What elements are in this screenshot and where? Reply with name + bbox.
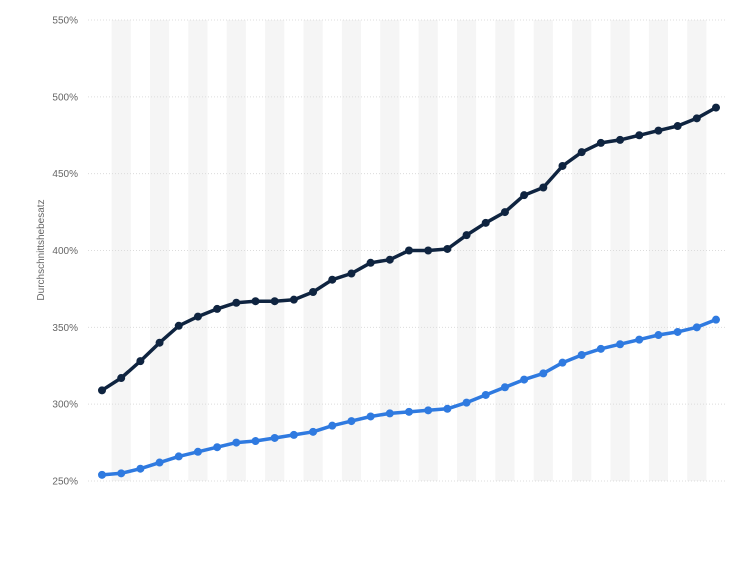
data-point	[424, 406, 433, 415]
column-band	[572, 20, 592, 481]
data-point	[136, 357, 145, 366]
data-point	[500, 208, 509, 217]
data-point	[174, 452, 183, 461]
data-point	[289, 430, 298, 439]
data-point	[443, 244, 452, 253]
data-point	[251, 297, 260, 306]
data-point	[385, 409, 394, 418]
column-band	[341, 20, 362, 481]
data-point	[654, 331, 663, 340]
data-point	[539, 369, 548, 378]
series-group	[98, 103, 720, 479]
data-point	[232, 298, 241, 307]
data-point	[616, 340, 625, 349]
data-point	[596, 138, 605, 147]
data-point	[385, 255, 394, 264]
data-point	[558, 161, 567, 170]
y-axis-title: Durchschnittshebesatz	[36, 199, 47, 300]
series-1	[98, 103, 720, 395]
y-tick-label: 300%	[52, 400, 78, 411]
data-point	[347, 269, 356, 278]
column-band	[149, 20, 170, 481]
data-point	[117, 374, 126, 383]
data-point	[462, 398, 471, 407]
data-point	[98, 470, 106, 479]
data-point	[98, 386, 106, 395]
data-point	[692, 323, 701, 332]
data-point	[462, 231, 471, 240]
column-band	[610, 20, 630, 481]
column-band	[380, 20, 400, 481]
y-axis-ticks: 250% 300% 350% 400% 450% 500% 550%	[52, 16, 78, 488]
data-point	[596, 344, 605, 353]
data-point	[213, 304, 222, 313]
data-point	[673, 327, 682, 336]
data-point	[616, 135, 625, 144]
data-point	[366, 412, 375, 421]
data-point	[174, 321, 183, 330]
data-point	[539, 183, 548, 192]
column-band	[188, 20, 208, 481]
data-point	[654, 126, 663, 135]
data-point	[577, 350, 586, 359]
data-point	[213, 443, 222, 452]
column-band	[687, 20, 707, 481]
data-point	[481, 390, 490, 399]
data-point	[309, 287, 318, 296]
data-point	[193, 312, 202, 321]
series-2	[98, 315, 720, 479]
data-point	[232, 438, 241, 447]
data-point	[251, 437, 260, 446]
y-tick-label: 500%	[52, 92, 78, 103]
data-point	[270, 433, 279, 442]
data-point	[692, 114, 701, 123]
data-point	[136, 464, 145, 473]
data-point	[520, 375, 529, 384]
data-point	[193, 447, 202, 456]
data-point	[443, 404, 452, 413]
data-point	[405, 407, 413, 416]
data-point	[577, 148, 586, 157]
data-point	[347, 417, 356, 426]
data-point	[520, 191, 529, 200]
data-point	[635, 335, 644, 344]
data-point	[712, 103, 720, 112]
y-tick-label: 550%	[52, 16, 78, 27]
column-band	[226, 20, 246, 481]
column-band	[495, 20, 515, 481]
data-point	[289, 295, 298, 304]
column-band	[533, 20, 553, 481]
data-point	[328, 421, 337, 430]
data-point	[309, 427, 318, 436]
data-point	[673, 122, 682, 131]
y-tick-label: 350%	[52, 323, 78, 334]
data-point	[328, 275, 337, 284]
data-point	[635, 131, 644, 140]
data-point	[500, 383, 509, 392]
data-point	[712, 315, 720, 324]
data-point	[155, 338, 164, 347]
y-tick-label: 250%	[52, 477, 78, 488]
y-tick-label: 400%	[52, 246, 78, 257]
data-point	[558, 358, 567, 367]
data-point	[405, 246, 413, 255]
data-point	[481, 218, 490, 227]
data-point	[424, 246, 433, 255]
y-tick-label: 450%	[52, 169, 78, 180]
data-point	[366, 258, 375, 267]
data-point	[270, 297, 279, 306]
data-point	[155, 458, 164, 467]
data-point	[117, 469, 126, 478]
